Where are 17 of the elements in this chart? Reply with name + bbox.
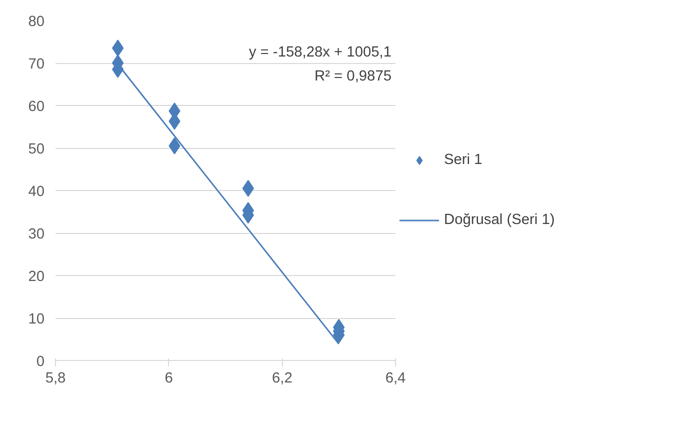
legend-label: Doğrusal (Seri 1) [444,212,555,228]
y-tick-label: 40 [28,184,45,200]
x-tick-label: 6,2 [272,370,292,386]
x-tick-label: 5,8 [45,370,66,386]
y-tick-label: 50 [28,142,45,158]
x-tick-label: 6 [164,370,173,386]
annotation: R² = 0,9875 [314,68,392,84]
x-tick-label: 6,4 [385,370,406,386]
y-tick-label: 20 [28,269,45,285]
y-tick-label: 0 [36,354,45,370]
y-tick-label: 70 [28,56,45,72]
y-tick-label: 30 [28,226,45,242]
y-tick-label: 10 [28,312,45,328]
y-tick-label: 80 [28,14,45,30]
legend-label: Seri 1 [444,152,482,168]
annotation: y = -158,28x + 1005,1 [248,44,392,60]
y-tick-label: 60 [28,99,45,115]
